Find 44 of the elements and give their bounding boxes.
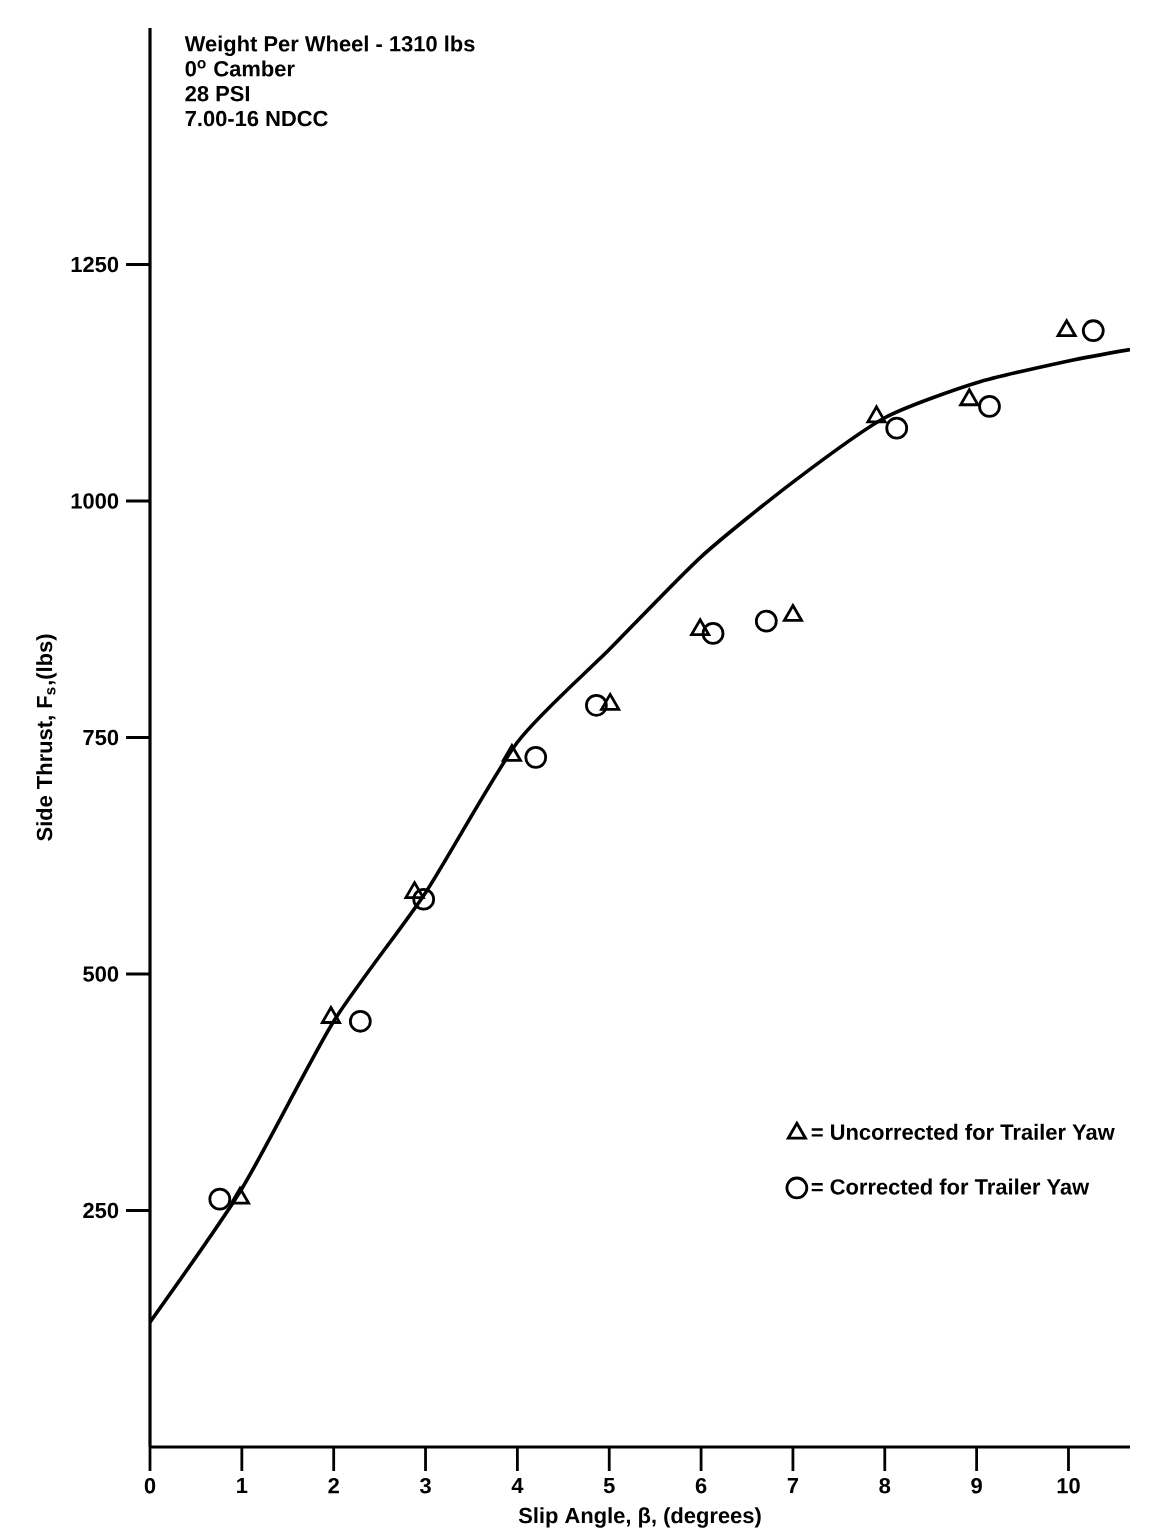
x-tick-label: 9: [971, 1477, 982, 1494]
x-tick-label: 7: [787, 1477, 799, 1494]
x-tick-label: 4: [511, 1477, 524, 1494]
annotation: 7.00-16 NDCC: [185, 110, 328, 127]
x-tick-label: 3: [419, 1477, 431, 1494]
y-tick-label: 750: [83, 729, 119, 746]
y-tick-label: 250: [83, 1202, 119, 1219]
point: [348, 1009, 372, 1033]
legend-label: = Corrected for Trailer Yaw: [811, 1178, 1090, 1195]
x-tick-label: 8: [879, 1477, 891, 1494]
x-tick-label: 5: [603, 1477, 615, 1494]
y-axis-title: Side Thrust, F$_{s}$,(lbs): [36, 634, 57, 841]
x-tick-label: 6: [695, 1477, 707, 1494]
annotation: 28 PSI: [185, 85, 250, 102]
point: [320, 1006, 341, 1024]
y-tick-label: 1250: [71, 256, 119, 273]
point: [754, 609, 778, 633]
point: [208, 1187, 232, 1211]
point: [701, 622, 725, 645]
point: [1081, 319, 1105, 343]
x-axis-title: Slip Angle, β, (degrees): [518, 1507, 761, 1528]
point: [404, 881, 425, 900]
point: [978, 395, 1001, 418]
point: [690, 618, 711, 637]
point: [885, 416, 909, 440]
annotation: Weight Per Wheel - 1310 lbs: [184, 35, 475, 57]
y-tick-label: 500: [83, 966, 119, 982]
point: [524, 746, 548, 769]
point: [600, 693, 621, 711]
point: [866, 405, 887, 424]
x-tick-label: 2: [328, 1477, 339, 1494]
annotation: 0$^{o}$ Camber: [185, 60, 295, 77]
point: [412, 887, 436, 911]
x-tick-label: 1: [237, 1477, 248, 1494]
point: [501, 744, 522, 762]
x-tick-label: 10: [1057, 1477, 1080, 1494]
x-tick-label: 0: [144, 1477, 156, 1494]
point: [959, 388, 980, 407]
point: [782, 604, 803, 622]
legend-label: = Uncorrected for Trailer Yaw: [811, 1123, 1115, 1140]
point: [585, 693, 608, 717]
point: [1056, 319, 1077, 338]
point: [229, 1186, 251, 1205]
y-tick-label: 1000: [71, 493, 119, 509]
